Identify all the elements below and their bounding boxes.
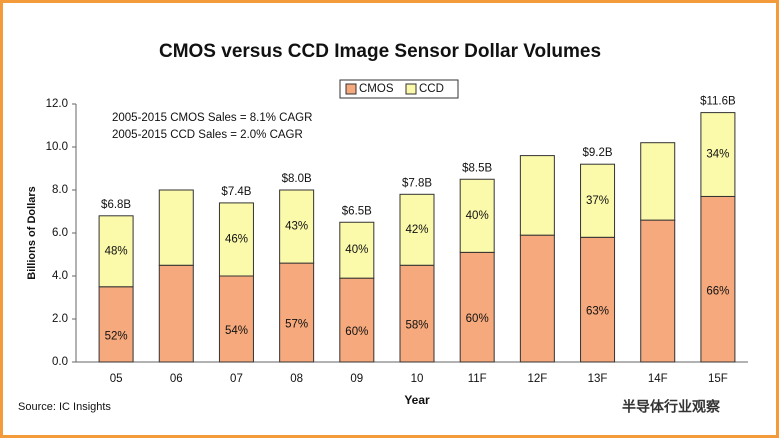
total-label: $7.8B — [402, 177, 432, 189]
percent-label: 66% — [706, 285, 729, 297]
bar-segment — [158, 264, 194, 363]
percent-label: 60% — [345, 326, 368, 338]
x-tick-label: 09 — [350, 373, 363, 385]
bar-segment — [700, 195, 736, 363]
annotation: 2005-2015 CCD Sales = 2.0% CAGR — [112, 129, 303, 141]
legend-label: CCD — [419, 83, 444, 95]
bar-segment — [158, 189, 194, 266]
y-tick-label: 10.0 — [46, 141, 68, 153]
x-tick-label: 07 — [230, 373, 243, 385]
total-label: $9.2B — [583, 147, 613, 159]
total-label: $11.6B — [700, 96, 736, 108]
x-tick-label: 11F — [468, 373, 487, 385]
total-label: $8.0B — [282, 173, 312, 185]
legend-swatch — [405, 83, 417, 95]
bar-segment — [580, 163, 616, 238]
bar-segment — [279, 262, 315, 363]
x-tick-label: 15F — [708, 373, 728, 385]
bar-segment — [519, 234, 555, 363]
bar-segment — [339, 221, 375, 279]
bar-segment — [580, 236, 616, 363]
total-label: $6.5B — [342, 205, 372, 217]
y-tick-label: 12.0 — [46, 98, 68, 110]
bar-segment — [459, 251, 495, 363]
chart-title: CMOS versus CCD Image Sensor Dollar Volu… — [159, 41, 601, 62]
total-label: $8.5B — [462, 162, 492, 174]
bar-segment — [459, 178, 495, 253]
y-tick-label: 8.0 — [52, 184, 68, 196]
annotation: 2005-2015 CMOS Sales = 8.1% CAGR — [112, 112, 312, 124]
bar-segment — [700, 112, 736, 197]
x-axis-label: Year — [404, 393, 430, 407]
percent-label: 48% — [105, 245, 128, 257]
total-label: $7.4B — [221, 186, 251, 198]
bar-segment — [399, 264, 435, 363]
x-tick-label: 13F — [588, 373, 608, 385]
percent-label: 37% — [586, 195, 609, 207]
x-tick-label: 12F — [527, 373, 547, 385]
y-tick-label: 6.0 — [52, 227, 68, 239]
percent-label: 54% — [225, 325, 248, 337]
percent-label: 40% — [345, 244, 368, 256]
bar-segment — [640, 219, 676, 363]
bar-segment — [399, 193, 435, 266]
legend-swatch — [345, 83, 357, 95]
percent-label: 57% — [285, 319, 308, 331]
bar-segment — [218, 202, 254, 277]
percent-label: 46% — [225, 233, 248, 245]
x-tick-label: 05 — [110, 373, 123, 385]
percent-label: 40% — [466, 210, 489, 222]
percent-label: 60% — [466, 313, 489, 325]
percent-label: 58% — [405, 320, 428, 332]
y-tick-label: 2.0 — [52, 313, 68, 325]
source: Source: IC Insights — [18, 401, 111, 413]
x-tick-label: 08 — [290, 373, 303, 385]
percent-label: 34% — [706, 149, 729, 161]
percent-label: 43% — [285, 221, 308, 233]
y-tick-label: 4.0 — [52, 270, 68, 282]
legend-box — [339, 79, 459, 99]
bar-segment — [279, 189, 315, 264]
x-tick-label: 06 — [170, 373, 183, 385]
percent-label: 52% — [105, 330, 128, 342]
bar-segment — [98, 215, 134, 288]
percent-label: 63% — [586, 306, 609, 318]
bar-segment — [640, 142, 676, 221]
x-tick-label: 14F — [648, 373, 668, 385]
bar-segment — [519, 155, 555, 236]
y-tick-label: 0.0 — [52, 356, 68, 368]
bar-segment — [339, 277, 375, 363]
bar-segment — [98, 286, 134, 363]
legend-label: CMOS — [359, 83, 394, 95]
watermark: 半导体行业观察 — [622, 399, 721, 415]
bar-segment — [218, 275, 254, 363]
x-tick-label: 10 — [411, 373, 424, 385]
percent-label: 42% — [405, 224, 428, 236]
y-axis-label: Billions of Dollars — [26, 186, 38, 280]
total-label: $6.8B — [101, 199, 131, 211]
